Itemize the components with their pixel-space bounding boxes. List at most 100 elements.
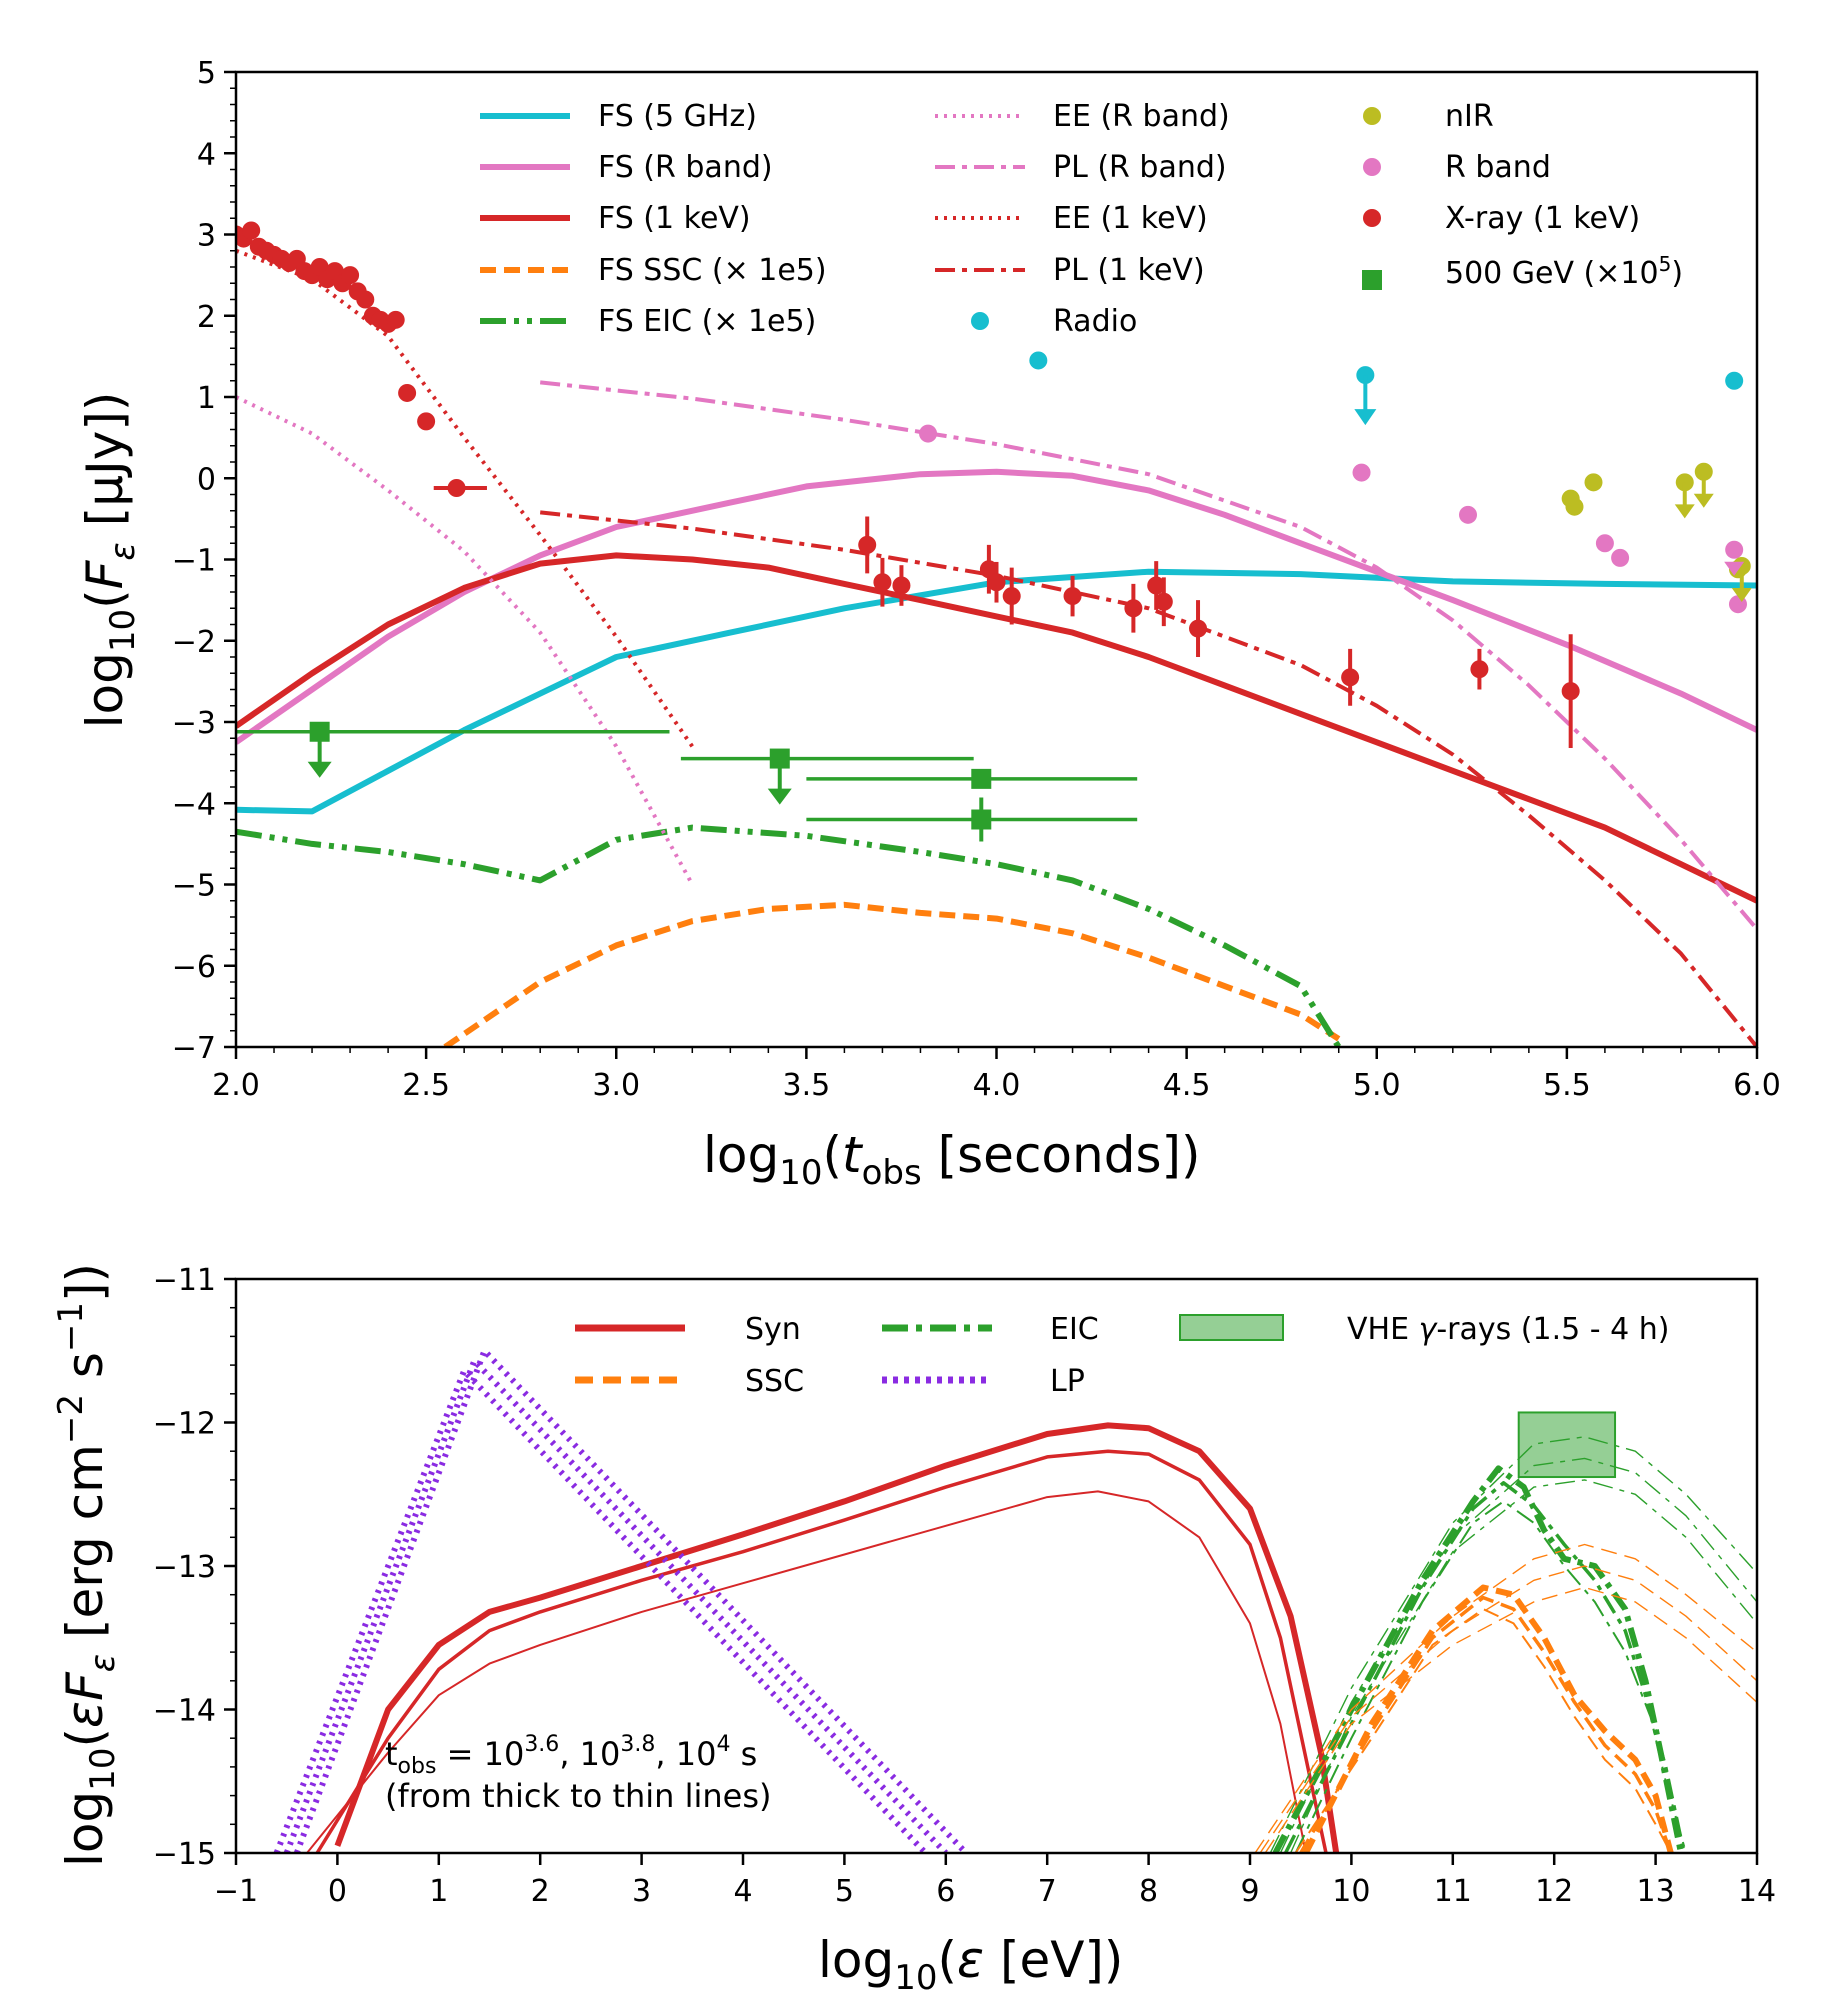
x-tick-label: 2.5	[402, 1068, 450, 1103]
nir-upper-limit-head	[1674, 504, 1695, 519]
bottom-axes-ticks: −1 0 1 2 3 4 5 6 7 8 9 10 11 12 13 14−11−12−13−14−15	[153, 1263, 1776, 1909]
x-tick-label: 11	[1434, 1874, 1472, 1909]
xray-point	[417, 412, 436, 431]
series-line-eic-thin	[1279, 1457, 1757, 1853]
legend-label-fs-rband: FS (R band)	[598, 150, 773, 185]
y-tick-label: −6	[172, 950, 216, 985]
series-line-eic	[1294, 1500, 1687, 1853]
x-tick-label: 2	[531, 1874, 550, 1909]
rband-point	[1611, 548, 1630, 567]
series-line-lp	[273, 1367, 928, 1853]
y-tick-label: −14	[153, 1694, 216, 1729]
series-line-ssc	[1303, 1584, 1674, 1853]
xray-point	[356, 290, 375, 309]
xray-point	[1561, 682, 1580, 701]
series-line-fs-5-ghz	[236, 568, 1757, 815]
x-tick-label: 4.0	[973, 1068, 1021, 1103]
series-line-ssc-thin	[1264, 1586, 1757, 1853]
y-tick-label: 4	[197, 137, 216, 172]
rband-point	[1725, 540, 1744, 559]
x-tick-label: 13	[1637, 1874, 1675, 1909]
legend-label-rband: R band	[1445, 150, 1551, 185]
legend-label-500gev: 500 GeV (×105)	[1445, 252, 1683, 291]
xray-point	[1189, 619, 1208, 638]
x-tick-label: 1	[429, 1874, 448, 1909]
xray-point	[1470, 660, 1489, 679]
x-tick-label: −1	[214, 1874, 258, 1909]
vhe-upper-limit-head	[307, 761, 332, 778]
legend-label-fs-1kev: FS (1 keV)	[598, 201, 751, 236]
y-tick-label: −15	[153, 1837, 216, 1872]
x-tick-label: 6.0	[1733, 1068, 1781, 1103]
legend-label-lp: LP	[1050, 1364, 1085, 1399]
rband-point	[919, 424, 938, 443]
vhe-point	[769, 748, 790, 769]
x-tick-label: 8	[1139, 1874, 1158, 1909]
legend-label-eic: EIC	[1050, 1312, 1099, 1347]
xray-point	[858, 535, 877, 554]
bottom-x-axis-label: log10(ε [eV])	[818, 1931, 1123, 1998]
legend-label-pl-1kev: PL (1 keV)	[1053, 253, 1205, 288]
legend-marker-500gev	[1362, 270, 1382, 290]
rband-point	[1595, 534, 1614, 553]
xray-point	[873, 573, 892, 592]
xray-point	[987, 573, 1006, 592]
x-tick-label: 5	[835, 1874, 854, 1909]
xray-point	[1002, 587, 1021, 606]
series-line-syn	[306, 1490, 1307, 1853]
rband-upper-limit-head	[1724, 561, 1745, 576]
x-tick-label: 10	[1332, 1874, 1370, 1909]
x-tick-label: 5.0	[1353, 1068, 1401, 1103]
xray-point	[1063, 587, 1082, 606]
legend-label-xray: X-ray (1 keV)	[1445, 201, 1640, 236]
y-tick-label: 1	[197, 381, 216, 416]
radio-upper-limit-head	[1354, 409, 1377, 426]
top-legend: FS (5 GHz) FS (R band) FS (1 keV) FS SSC…	[480, 99, 1683, 339]
xray-point	[979, 560, 998, 579]
x-tick-label: 2.0	[212, 1068, 260, 1103]
legend-marker-nir	[1363, 107, 1381, 125]
legend-label-ee-1kev: EE (1 keV)	[1053, 201, 1208, 236]
y-tick-label: −4	[172, 787, 216, 822]
series-line-ssc-thin	[1259, 1565, 1757, 1853]
legend-marker-rband	[1363, 158, 1381, 176]
top-x-axis-label: log10(tobs [seconds])	[703, 1126, 1201, 1193]
y-tick-label: −13	[153, 1550, 216, 1585]
vhe-point	[309, 721, 330, 742]
xray-point	[892, 576, 911, 595]
legend-label-radio: Radio	[1053, 304, 1137, 339]
x-tick-label: 4	[733, 1874, 752, 1909]
nir-point	[1565, 497, 1584, 516]
legend-marker-radio	[971, 312, 989, 330]
y-tick-label: −2	[172, 625, 216, 660]
x-tick-label: 3	[632, 1874, 651, 1909]
series-line-ssc-thin	[1254, 1543, 1757, 1853]
vhe-upper-limit-head	[767, 788, 792, 805]
nir-upper-limit-head	[1731, 588, 1752, 602]
xray-point	[386, 310, 405, 329]
radio-point	[1725, 371, 1744, 390]
series-line-fs-r-band	[236, 468, 1757, 745]
bottom-y-axis-label: log10(εFε [erg cm−2 s−1])	[51, 1263, 123, 1867]
legend-label-syn: Syn	[745, 1312, 801, 1347]
legend-marker-xray	[1363, 209, 1381, 227]
x-tick-label: 6	[936, 1874, 955, 1909]
xray-point	[242, 221, 261, 240]
xray-point	[341, 266, 360, 285]
xray-point	[1341, 668, 1360, 687]
y-tick-label: −1	[172, 544, 216, 579]
vhe-point	[971, 768, 992, 789]
y-tick-label: −7	[172, 1031, 216, 1066]
xray-point	[447, 479, 466, 497]
y-tick-label: 2	[197, 300, 216, 335]
bottom-series-layer	[273, 1347, 1757, 1853]
xray-point	[1124, 599, 1143, 618]
time-annotation-line1: tobs = 103.6, 103.8, 104 s	[385, 1732, 757, 1779]
y-tick-label: 5	[197, 56, 216, 91]
top-y-axis-label: log10(Fε [μJy])	[76, 392, 143, 729]
time-annotation-line2: (from thick to thin lines)	[385, 1777, 772, 1815]
legend-label-fs-5ghz: FS (5 GHz)	[598, 99, 757, 134]
legend-label-vhe: VHE γ-rays (1.5 - 4 h)	[1347, 1312, 1669, 1347]
series-line-eic	[1283, 1481, 1686, 1853]
